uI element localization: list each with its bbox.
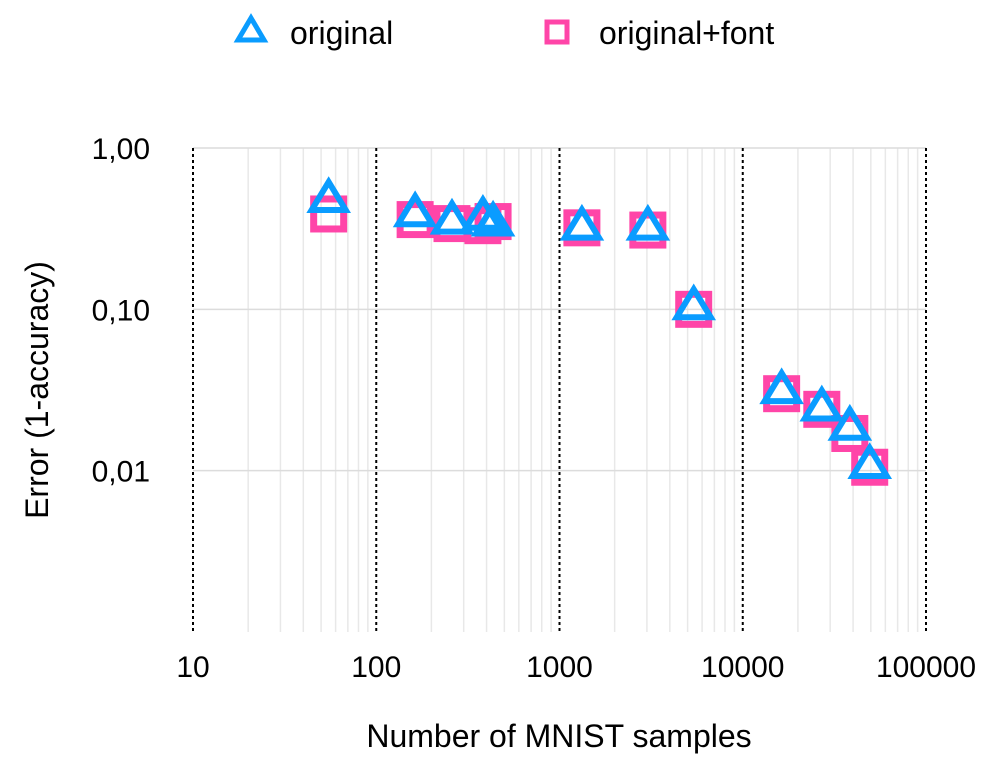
y-axis-label: Error (1-accuracy) — [19, 261, 55, 519]
grid — [192, 147, 927, 632]
data-point-original — [625, 203, 671, 241]
data-point-original — [392, 190, 438, 228]
data-point-original — [827, 403, 873, 441]
data-point-original — [759, 367, 804, 405]
legend-label: original — [290, 15, 393, 51]
x-tick-label: 10000 — [701, 651, 784, 684]
data-point-original — [429, 197, 475, 235]
legend-triangle-icon — [233, 13, 269, 43]
x-tick-label: 100000 — [876, 651, 976, 684]
y-tick-label: 0,01 — [92, 456, 150, 489]
legend-item-original-font: original+font — [544, 15, 774, 51]
data-point-original — [559, 203, 605, 241]
x-tick-label: 1000 — [526, 651, 593, 684]
data-point-original — [671, 283, 717, 321]
x-tick-label: 10 — [176, 651, 209, 684]
tick-labels: 10 100 1000 10000 100000 1,00 0,10 0,01 — [92, 133, 976, 684]
y-tick-label: 0,10 — [92, 294, 150, 327]
data-point-original-font — [310, 195, 348, 233]
data-point-original — [847, 442, 893, 479]
x-axis-label: Number of MNIST samples — [366, 718, 751, 754]
legend-square-icon — [544, 19, 570, 45]
legend-label: original+font — [599, 15, 774, 51]
data-point-original — [470, 199, 516, 237]
y-tick-label: 1,00 — [92, 133, 150, 166]
x-tick-label: 100 — [351, 651, 401, 684]
data-point-original — [306, 176, 352, 213]
legend: original original+font — [233, 13, 774, 51]
data-marks — [306, 176, 893, 486]
legend-item-original: original — [233, 13, 393, 51]
data-point-original — [799, 384, 845, 422]
